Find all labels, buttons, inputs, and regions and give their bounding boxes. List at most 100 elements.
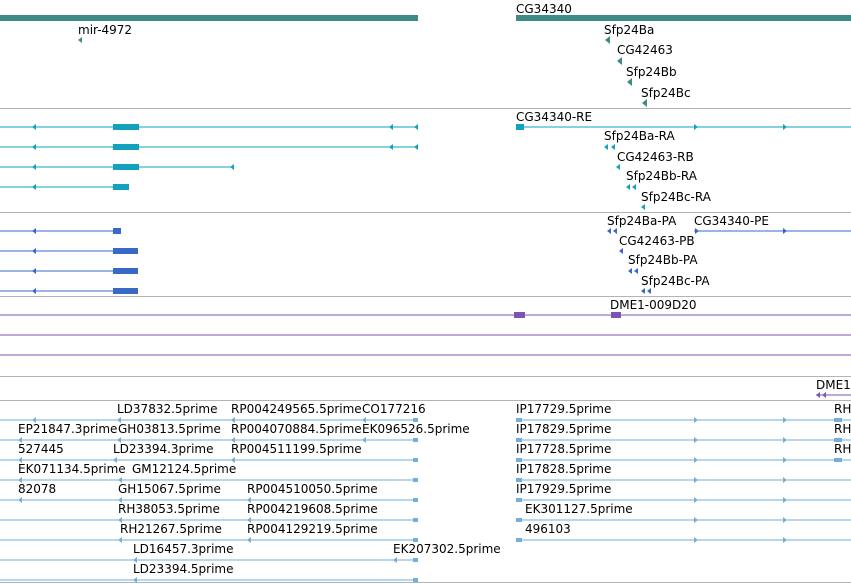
strand-arrow-left: [389, 124, 393, 130]
est-label-ek207302[interactable]: EK207302.5prime: [393, 542, 501, 556]
est-label-gh03813[interactable]: GH03813.5prime: [118, 422, 221, 436]
protein-label-cg34340-pe[interactable]: CG34340-PE: [694, 214, 769, 228]
strand-arrow-left: [133, 557, 137, 563]
track-separator: [0, 296, 851, 297]
gene-label-sfp24bc[interactable]: Sfp24Bc: [641, 86, 691, 100]
strand-arrow-left: [362, 417, 366, 423]
strand-arrow-left: [18, 477, 22, 483]
protein-label-sfp24ba-pa[interactable]: Sfp24Ba-PA: [607, 214, 677, 228]
strand-arrow-left: [628, 268, 632, 274]
est-label-rh21267[interactable]: RH21267.5prime: [120, 522, 222, 536]
est-label-ld16457[interactable]: LD16457.3prime: [133, 542, 234, 556]
transcript-label-sfp24bc-ra[interactable]: Sfp24Bc-RA: [641, 190, 711, 204]
strand-arrow-left: [642, 99, 647, 107]
strand-arrow-left: [607, 228, 611, 234]
strand-arrow-right: [783, 417, 787, 423]
strand-arrow-left: [626, 184, 630, 190]
est-label-ep21847[interactable]: EP21847.3prime: [18, 422, 118, 436]
strand-arrow-right: [783, 124, 787, 130]
track-separator: [0, 212, 851, 213]
est-end: [413, 458, 418, 462]
strand-arrow-left: [616, 164, 620, 170]
gene-label-sfp24ba[interactable]: Sfp24Ba: [604, 23, 655, 37]
gene-label-cg34340[interactable]: CG34340: [516, 2, 572, 16]
est-label-gh15067[interactable]: GH15067.5prime: [118, 482, 221, 496]
est-label-rh[interactable]: RH: [834, 442, 851, 456]
est-label-rp004129219[interactable]: RP004129219.5prime: [247, 522, 378, 536]
est-label-496103[interactable]: 496103: [525, 522, 571, 536]
protein-label-sfp24bb-pa[interactable]: Sfp24Bb-PA: [628, 253, 698, 267]
transcript-exon: [113, 164, 139, 170]
protein-exon: [113, 228, 121, 234]
transcript-label-cg42463-rb[interactable]: CG42463-RB: [617, 150, 694, 164]
est-label-ld37832[interactable]: LD37832.5prime: [117, 402, 218, 416]
transcript-label-sfp24bb-ra[interactable]: Sfp24Bb-RA: [626, 169, 697, 183]
gene-label-mir-4972[interactable]: mir-4972: [78, 23, 133, 37]
est-label-ip17728[interactable]: IP17728.5prime: [516, 442, 612, 456]
transcript-label-sfp24ba-ra[interactable]: Sfp24Ba-RA: [604, 129, 675, 143]
est-label-rh38053[interactable]: RH38053.5prime: [118, 502, 220, 516]
strand-arrow-left: [611, 144, 615, 150]
gene-label-cg42463[interactable]: CG42463: [617, 43, 673, 57]
est-end: [413, 418, 418, 422]
est-end: [413, 538, 418, 542]
gene-bar: [0, 15, 418, 21]
est-label-rp004510050[interactable]: RP004510050.5prime: [247, 482, 378, 496]
strand-arrow-left: [118, 477, 122, 483]
strand-arrow-left: [32, 288, 36, 294]
strand-arrow-left: [32, 124, 36, 130]
track-separator: [0, 108, 851, 109]
est-label-ip17929[interactable]: IP17929.5prime: [516, 482, 612, 496]
strand-arrow-right: [783, 457, 787, 463]
strand-arrow-right: [694, 437, 698, 443]
est-label-rp004070884[interactable]: RP004070884.5prime: [231, 422, 362, 436]
transcript-label-cg34340-re[interactable]: CG34340-RE: [516, 110, 593, 124]
est-label-rp004511199[interactable]: RP004511199.5prime: [231, 442, 362, 456]
clone-label-dme1[interactable]: DME1: [816, 378, 851, 392]
clone-label-dme1-009d20[interactable]: DME1-009D20: [610, 298, 697, 312]
protein-label-sfp24bc-pa[interactable]: Sfp24Bc-PA: [641, 274, 710, 288]
est-label-ip17828[interactable]: IP17828.5prime: [516, 462, 612, 476]
strand-arrow-left: [641, 288, 645, 294]
clone-end: [514, 312, 525, 318]
est-label-rp004249565[interactable]: RP004249565.5prime: [231, 402, 362, 416]
strand-arrow-left: [32, 164, 36, 170]
est-start: [516, 538, 522, 542]
strand-arrow-left: [32, 417, 36, 423]
strand-arrow-left: [414, 144, 418, 150]
strand-arrow-left: [362, 437, 366, 443]
est-label-rh[interactable]: RH: [834, 422, 851, 436]
strand-arrow-left: [113, 457, 117, 463]
est-label-ld23394-3prime[interactable]: LD23394.3prime: [113, 442, 214, 456]
track-separator: [0, 376, 851, 377]
est-label-rh[interactable]: RH: [834, 402, 851, 416]
est-start: [516, 418, 522, 422]
gene-label-sfp24bb[interactable]: Sfp24Bb: [626, 65, 677, 79]
est-label-rp004219608[interactable]: RP004219608.5prime: [247, 502, 378, 516]
strand-arrow-left: [231, 457, 235, 463]
est-label-ek301127[interactable]: EK301127.5prime: [525, 502, 633, 516]
strand-arrow-right: [694, 497, 698, 503]
est-label-ip17829[interactable]: IP17829.5prime: [516, 422, 612, 436]
est-label-ip17729[interactable]: IP17729.5prime: [516, 402, 612, 416]
strand-arrow-left: [118, 497, 122, 503]
transcript-exon: [516, 124, 524, 130]
protein-label-cg42463-pb[interactable]: CG42463-PB: [619, 234, 695, 248]
est-start: [834, 458, 842, 462]
clone-end: [611, 312, 621, 318]
strand-arrow-right: [783, 228, 787, 234]
est-start: [516, 518, 522, 522]
est-label-co177216[interactable]: CO177216: [362, 402, 426, 416]
est-label-gm12124[interactable]: GM12124.5prime: [132, 462, 237, 476]
est-label-ek096526[interactable]: EK096526.5prime: [362, 422, 470, 436]
strand-arrow-right: [783, 477, 787, 483]
strand-arrow-left: [617, 57, 622, 65]
strand-arrow-left: [117, 417, 121, 423]
strand-arrow-left: [32, 144, 36, 150]
est-label-527445[interactable]: 527445: [18, 442, 64, 456]
est-label-ek071134[interactable]: EK071134.5prime: [18, 462, 126, 476]
track-separator: [0, 400, 851, 401]
est-label-ld23394-5prime[interactable]: LD23394.5prime: [133, 562, 234, 576]
est-label-82078[interactable]: 82078: [18, 482, 57, 496]
